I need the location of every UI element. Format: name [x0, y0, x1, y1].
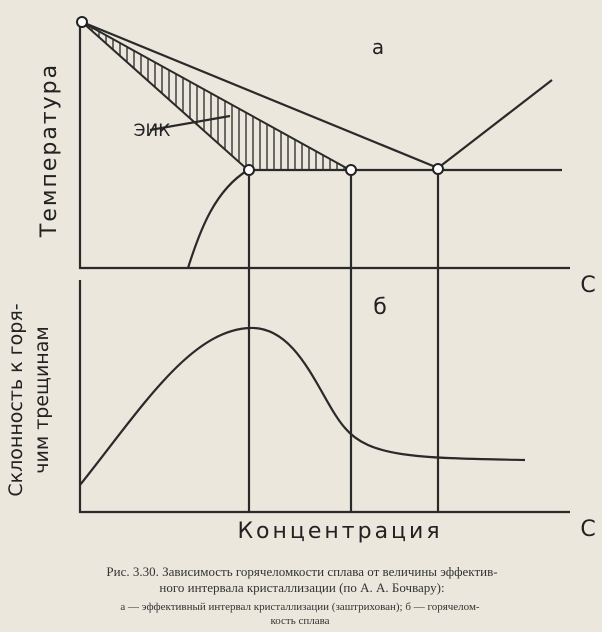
- caption-title: Рис. 3.30. Зависимость горячеломкости сп…: [106, 564, 497, 579]
- connectors: [247, 174, 440, 512]
- caption-title: ного интервала кристаллизации (по А. А. …: [159, 580, 444, 595]
- liquidus-right: [437, 79, 553, 169]
- panel-b: б С Концентрация Склонность к горя- чим …: [5, 280, 596, 544]
- y-axis-label: Температура: [37, 63, 62, 238]
- region-label: ЭИК: [134, 121, 171, 141]
- point: [76, 16, 88, 28]
- liquidus: [81, 20, 439, 170]
- y-axis-label: Склонность к горя-: [5, 303, 27, 496]
- point: [432, 163, 444, 175]
- solvus: [186, 169, 249, 269]
- caption-legend: кость сплава: [270, 615, 329, 627]
- caption: Рис. 3.30. Зависимость горячеломкости сп…: [106, 564, 497, 627]
- leader: [149, 114, 231, 132]
- axes: [78, 22, 570, 270]
- x-axis-label: С: [580, 273, 595, 298]
- caption-legend: а — эффективный интервал кристаллизации …: [120, 601, 479, 613]
- point: [243, 164, 255, 176]
- hot-shortness-curve: [79, 326, 526, 486]
- y-axis-label: чим трещинам: [31, 326, 53, 473]
- x-axis-label: С: [580, 517, 595, 542]
- panel-label: а: [372, 35, 384, 59]
- axes: [78, 280, 570, 514]
- x-axis-title: Концентрация: [237, 519, 442, 544]
- panel-label: б: [373, 295, 387, 320]
- point: [345, 164, 357, 176]
